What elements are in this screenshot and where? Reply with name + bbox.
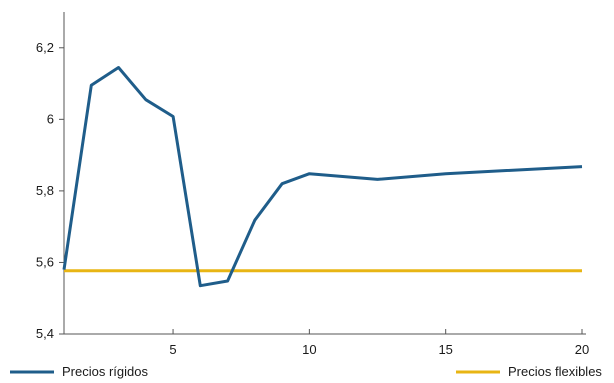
axes bbox=[63, 12, 586, 335]
y-tick-label: 6,2 bbox=[36, 40, 54, 55]
y-tick-label: 5,6 bbox=[36, 254, 54, 269]
x-tick-label: 15 bbox=[438, 342, 452, 357]
series-layer bbox=[62, 66, 583, 288]
series-line-precios-rigidos bbox=[62, 66, 583, 288]
x-ticks: 5 10 15 20 bbox=[169, 329, 589, 357]
x-tick-label: 20 bbox=[575, 342, 589, 357]
legend: Precios rígidos Precios flexibles bbox=[10, 364, 602, 379]
legend-label-precios-flexibles: Precios flexibles bbox=[508, 364, 602, 379]
y-tick-label: 5,4 bbox=[36, 326, 54, 341]
y-ticks: 5,4 5,6 5,8 6 6,2 bbox=[36, 40, 64, 341]
y-tick-label: 5,8 bbox=[36, 183, 54, 198]
x-tick-label: 5 bbox=[169, 342, 176, 357]
x-tick-label: 10 bbox=[302, 342, 316, 357]
y-tick-label: 6 bbox=[47, 111, 54, 126]
legend-label-precios-rigidos: Precios rígidos bbox=[62, 364, 148, 379]
